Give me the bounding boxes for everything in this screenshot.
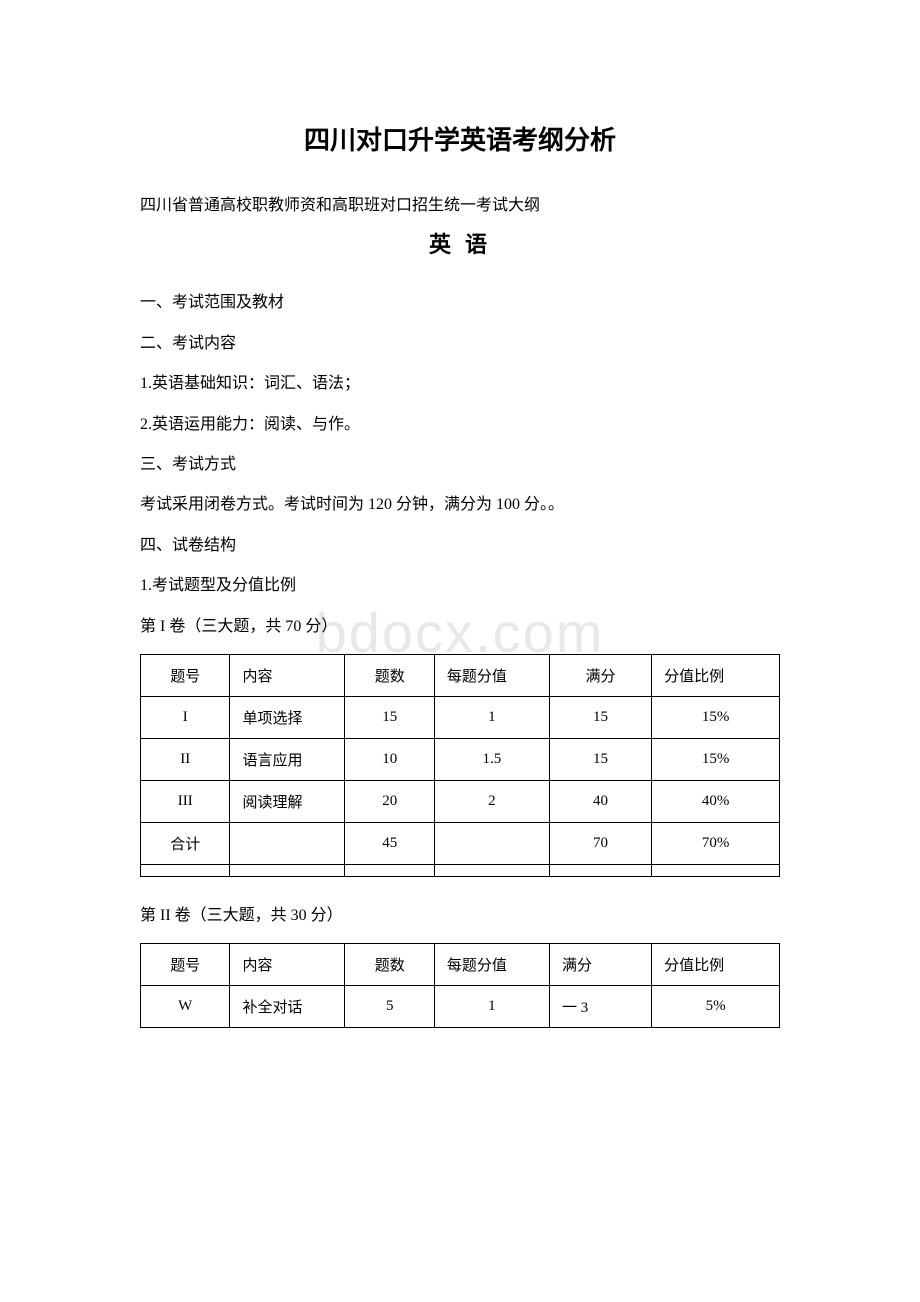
table-empty-row — [141, 864, 780, 876]
cell-content: 语言应用 — [230, 738, 345, 780]
table-row: III 阅读理解 20 2 40 40% — [141, 780, 780, 822]
cell-ratio: 5% — [652, 986, 780, 1028]
cell-total: 70 — [549, 822, 651, 864]
cell-count: 5 — [345, 986, 434, 1028]
cell-count: 45 — [345, 822, 434, 864]
header-score: 每题分值 — [434, 654, 549, 696]
table-header-row: 题号 内容 题数 每题分值 满分 分值比例 — [141, 654, 780, 696]
cell-ratio: 15% — [652, 738, 780, 780]
cell-total: 15 — [549, 696, 651, 738]
cell-num: III — [141, 780, 230, 822]
cell-count: 15 — [345, 696, 434, 738]
header-count: 题数 — [345, 944, 434, 986]
table-part-1: 题号 内容 题数 每题分值 满分 分值比例 I 单项选择 15 1 15 15%… — [140, 654, 780, 877]
cell-num: II — [141, 738, 230, 780]
cell-count: 20 — [345, 780, 434, 822]
section-1: 一、考试范围及教材 — [140, 284, 780, 322]
header-content: 内容 — [230, 944, 345, 986]
cell-ratio: 40% — [652, 780, 780, 822]
subtitle-text: 四川省普通高校职教师资和高职班对口招生统一考试大纲 — [140, 187, 780, 225]
table-part-2: 题号 内容 题数 每题分值 满分 分值比例 W 补全对话 5 1 一 3 5% — [140, 943, 780, 1028]
table-row: I 单项选择 15 1 15 15% — [141, 696, 780, 738]
table-header-row: 题号 内容 题数 每题分值 满分 分值比例 — [141, 944, 780, 986]
header-ratio: 分值比例 — [652, 654, 780, 696]
cell-ratio: 15% — [652, 696, 780, 738]
cell-content: 单项选择 — [230, 696, 345, 738]
table-row-total: 合计 45 70 70% — [141, 822, 780, 864]
subject-heading: 英 语 — [140, 227, 780, 259]
header-total: 满分 — [549, 654, 651, 696]
page-title: 四川对口升学英语考纲分析 — [140, 120, 780, 157]
cell-num: 合计 — [141, 822, 230, 864]
cell-content — [230, 822, 345, 864]
header-total: 满分 — [549, 944, 651, 986]
cell-score: 1 — [434, 986, 549, 1028]
section-3: 三、考试方式 — [140, 446, 780, 484]
table-row: W 补全对话 5 1 一 3 5% — [141, 986, 780, 1028]
document-content: 四川对口升学英语考纲分析 四川省普通高校职教师资和高职班对口招生统一考试大纲 英… — [140, 120, 780, 1028]
part-2-label: 第 II 卷（三大题，共 30 分） — [140, 897, 780, 935]
part-1-label: 第 I 卷（三大题，共 70 分） — [140, 608, 780, 646]
header-count: 题数 — [345, 654, 434, 696]
header-content: 内容 — [230, 654, 345, 696]
section-2-item-2: 2.英语运用能力：阅读、与作。 — [140, 406, 780, 444]
cell-total: 40 — [549, 780, 651, 822]
cell-score: 1.5 — [434, 738, 549, 780]
cell-score — [434, 822, 549, 864]
cell-count: 10 — [345, 738, 434, 780]
cell-ratio: 70% — [652, 822, 780, 864]
cell-num: I — [141, 696, 230, 738]
section-3-text: 考试采用闭卷方式。考试时间为 120 分钟，满分为 100 分。。 — [140, 486, 780, 524]
header-num: 题号 — [141, 944, 230, 986]
section-2: 二、考试内容 — [140, 325, 780, 363]
section-2-item-1: 1.英语基础知识：词汇、语法； — [140, 365, 780, 403]
cell-content: 补全对话 — [230, 986, 345, 1028]
section-4-item-1: 1.考试题型及分值比例 — [140, 567, 780, 605]
cell-score: 1 — [434, 696, 549, 738]
cell-num: W — [141, 986, 230, 1028]
header-ratio: 分值比例 — [652, 944, 780, 986]
section-4: 四、试卷结构 — [140, 527, 780, 565]
cell-content: 阅读理解 — [230, 780, 345, 822]
header-num: 题号 — [141, 654, 230, 696]
cell-total: 15 — [549, 738, 651, 780]
cell-score: 2 — [434, 780, 549, 822]
header-score: 每题分值 — [434, 944, 549, 986]
table-row: II 语言应用 10 1.5 15 15% — [141, 738, 780, 780]
cell-total: 一 3 — [549, 986, 651, 1028]
